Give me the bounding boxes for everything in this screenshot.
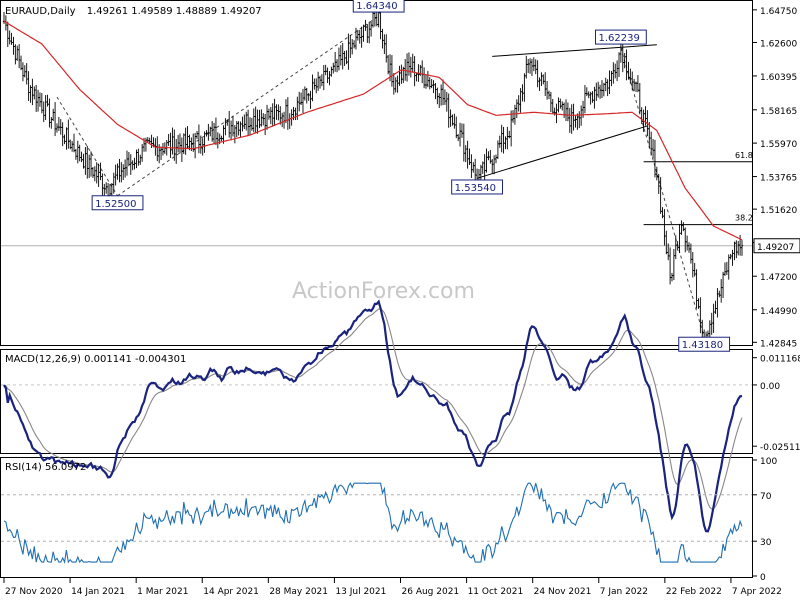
swing-line (620, 47, 705, 338)
price-series (2, 3, 744, 347)
date-tick-label: 27 Nov 2020 (5, 587, 63, 597)
swing-line (56, 96, 118, 197)
macd-panel (0, 349, 753, 454)
svg-text:1.43180: 1.43180 (682, 340, 723, 351)
price-level-callout: 1.43180 (678, 336, 731, 352)
chart-title: EURAUD,Daily 1.49261 1.49589 1.48889 1.4… (5, 6, 262, 17)
price-tick-label: 1.53765 (760, 174, 797, 184)
macd-tick-label: 0.011168 (760, 355, 800, 365)
swing-line (117, 15, 379, 197)
moving-average-line (3, 20, 743, 241)
price-tick-label: 1.44990 (760, 307, 797, 317)
channel-lower-line (476, 125, 648, 179)
svg-text:1.53540: 1.53540 (455, 183, 496, 194)
price-tick-label: 1.62600 (760, 39, 797, 49)
price-tick-label: 1.64750 (760, 7, 797, 17)
fibonacci-label: 38.2 (735, 214, 753, 223)
date-tick-label: 28 May 2021 (269, 587, 328, 597)
svg-text:1.62239: 1.62239 (598, 33, 639, 44)
current-price-box (753, 238, 800, 254)
date-tick-label: 11 Oct 2021 (468, 587, 524, 597)
macd-title: MACD(12,26,9) 0.001141 -0.004301 (5, 354, 186, 365)
date-tick-label: 14 Apr 2021 (203, 587, 259, 597)
symbol-label: EURAUD,Daily (5, 6, 76, 17)
rsi-axis: 100 70 30 0 (1, 457, 777, 583)
date-tick-label: 26 Aug 2021 (402, 587, 460, 597)
date-tick-label: 1 Mar 2021 (137, 587, 188, 597)
price-tick-label: 1.51620 (760, 206, 797, 216)
rsi-tick-label: 0 (760, 573, 766, 583)
current-price-label: 1.49207 (757, 243, 794, 253)
rsi-tick-label: 30 (760, 538, 772, 548)
watermark: ActionForex.com (292, 279, 475, 304)
price-tick-label: 1.60395 (760, 73, 797, 83)
price-tick-label: 1.58165 (760, 107, 797, 117)
trend-lines: 61.8 38.2 (56, 15, 753, 338)
macd-axis: 0.011168 0.00 -0.025117 (1, 355, 800, 453)
date-tick-label: 7 Apr 2022 (732, 587, 782, 597)
price-level-callout: 1.64340 (352, 0, 405, 13)
channel-upper-line (492, 44, 657, 57)
ohlc-values: 1.49261 1.49589 1.48889 1.49207 (87, 6, 262, 17)
macd-tick-label: -0.025117 (760, 443, 800, 453)
rsi-title: RSI(14) 56.0972 (5, 462, 86, 473)
price-tick-label: 1.55970 (760, 140, 797, 150)
rsi-tick-label: 70 (760, 492, 772, 502)
rsi-panel (0, 457, 753, 578)
macd-signal-line (3, 308, 743, 510)
price-tick-label: 1.47200 (760, 273, 797, 283)
date-tick-label: 14 Jan 2021 (71, 587, 125, 597)
price-level-callout: 1.52500 (91, 195, 144, 211)
date-tick-label: 24 Nov 2021 (534, 587, 592, 597)
date-tick-label: 13 Jul 2021 (335, 587, 386, 597)
fibonacci-label: 61.8 (735, 151, 753, 160)
svg-text:1.52500: 1.52500 (95, 199, 136, 210)
price-level-callout: 1.53540 (451, 179, 503, 195)
macd-tick-label: 0.00 (760, 382, 780, 392)
rsi-line (3, 482, 743, 565)
macd-line (3, 299, 743, 533)
price-annotations: 1.64340 1.52500 1.62239 1.53540 1.43180 (91, 0, 731, 352)
rsi-tick-label: 100 (760, 457, 777, 467)
price-level-callout: 1.62239 (594, 29, 647, 45)
svg-text:1.64340: 1.64340 (356, 1, 397, 12)
date-axis: 27 Nov 2020 14 Jan 2021 1 Mar 2021 14 Apr 2… (3, 578, 782, 597)
price-panel (0, 0, 753, 346)
price-tick-label: 1.42845 (760, 339, 797, 349)
date-tick-label: 7 Jan 2022 (600, 587, 648, 597)
price-axis: 1.64750 1.62600 1.60395 1.58165 1.55970 1.537… (1, 7, 800, 349)
date-tick-label: 22 Feb 2022 (666, 587, 722, 597)
price-bar (740, 240, 744, 256)
